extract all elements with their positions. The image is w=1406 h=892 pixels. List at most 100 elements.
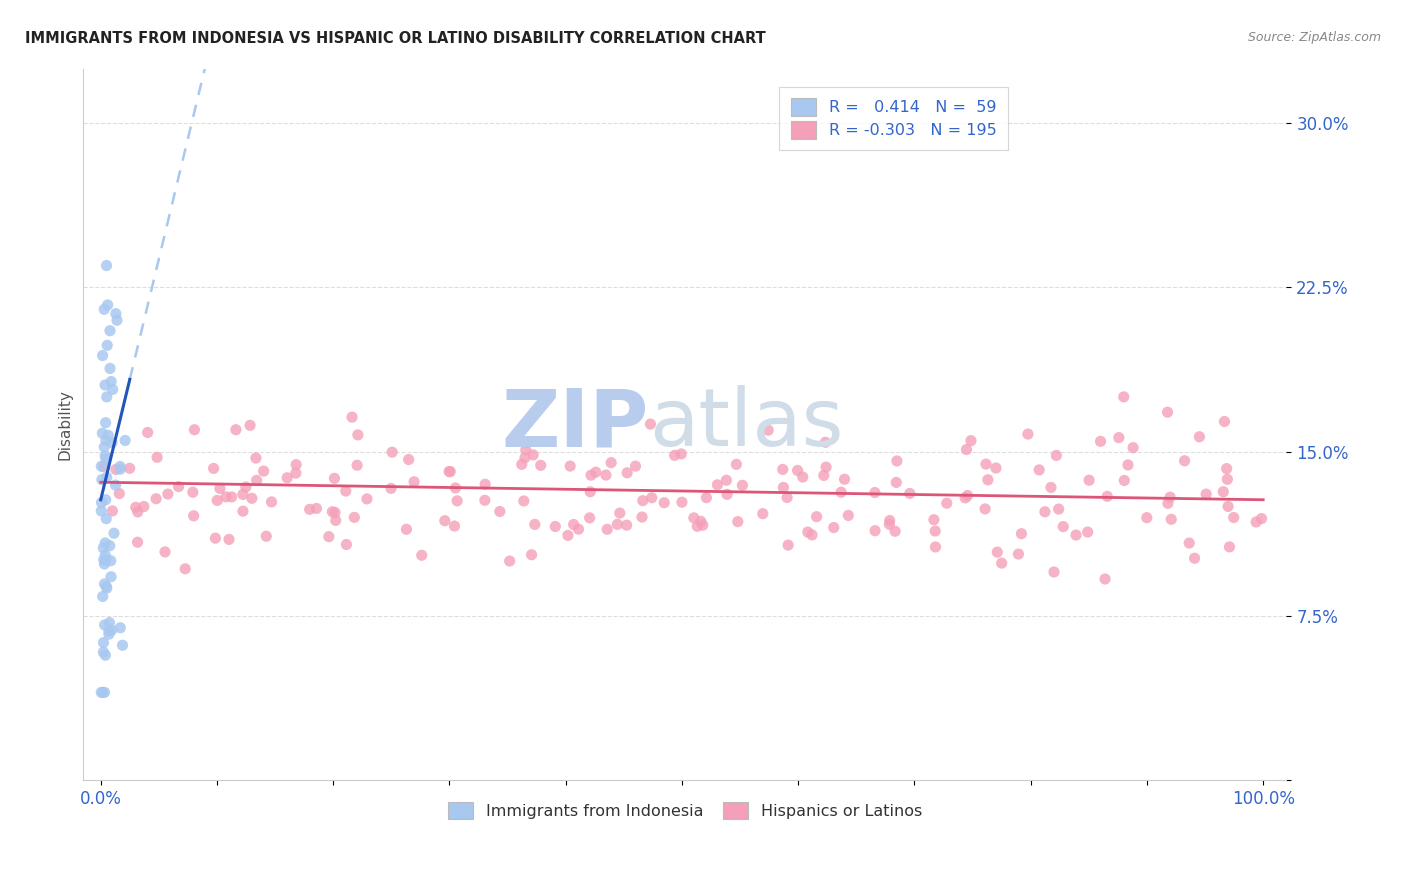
Point (98, 361, 121, 376)
Point (813, 468, 835, 483)
Point (1184, 551, 1206, 566)
Point (100, 554, 122, 568)
Point (1215, 461, 1237, 475)
Point (96, 580, 118, 594)
Point (340, 410, 363, 425)
Point (1114, 474, 1136, 488)
Point (433, 514, 456, 528)
Point (1010, 526, 1032, 541)
Point (91, 685, 114, 699)
Point (156, 487, 179, 501)
Point (530, 458, 553, 473)
Point (91, 541, 114, 555)
Point (346, 458, 368, 473)
Point (245, 451, 267, 466)
Point (1222, 510, 1244, 524)
Point (1077, 524, 1099, 539)
Point (990, 556, 1012, 570)
Point (94, 648, 117, 663)
Point (562, 517, 585, 532)
Point (202, 461, 225, 475)
Point (756, 423, 779, 437)
Point (727, 515, 749, 529)
Point (986, 545, 1008, 559)
Point (1178, 536, 1201, 550)
Point (110, 621, 132, 635)
Point (1097, 489, 1119, 503)
Point (91, 590, 114, 604)
Point (93, 553, 115, 567)
Point (1040, 480, 1063, 494)
Point (1045, 449, 1067, 463)
Point (560, 459, 582, 474)
Point (94, 553, 117, 567)
Point (96, 581, 118, 595)
Point (652, 496, 675, 510)
Point (335, 484, 357, 499)
Point (641, 491, 664, 505)
Point (922, 513, 945, 527)
Point (686, 519, 709, 533)
Point (93, 645, 115, 659)
Point (522, 448, 544, 462)
Point (93, 618, 115, 632)
Point (557, 528, 579, 542)
Point (488, 504, 510, 518)
Point (94, 416, 117, 430)
Point (1136, 510, 1159, 524)
Point (323, 471, 346, 485)
Point (725, 458, 748, 472)
Point (664, 448, 686, 462)
Point (1159, 490, 1181, 504)
Point (94, 492, 117, 507)
Point (100, 375, 122, 389)
Point (218, 533, 240, 547)
Point (837, 508, 859, 523)
Point (356, 491, 378, 506)
Point (174, 562, 197, 576)
Point (778, 538, 800, 552)
Point (1244, 515, 1267, 529)
Point (446, 493, 468, 508)
Point (93, 440, 115, 454)
Point (1108, 431, 1130, 445)
Point (1052, 519, 1074, 533)
Point (381, 445, 404, 459)
Point (1157, 496, 1180, 510)
Point (235, 480, 257, 494)
Point (98, 324, 121, 338)
Point (96, 338, 118, 352)
Point (1122, 441, 1144, 455)
Point (474, 493, 496, 508)
Point (776, 491, 799, 505)
Point (343, 510, 366, 524)
Point (323, 506, 346, 520)
Point (1156, 405, 1178, 419)
Point (1078, 473, 1101, 487)
Point (93, 685, 115, 699)
Point (752, 507, 775, 521)
Point (579, 484, 602, 499)
Point (225, 423, 247, 437)
Point (437, 465, 460, 479)
Point (640, 417, 662, 431)
Point (834, 472, 856, 486)
Point (716, 487, 738, 501)
Point (215, 490, 238, 504)
Point (1007, 547, 1029, 561)
Point (1064, 528, 1087, 542)
Point (153, 545, 176, 559)
Point (380, 481, 402, 495)
Point (955, 442, 977, 457)
Point (616, 518, 638, 533)
Point (325, 513, 347, 527)
Point (515, 435, 537, 450)
Point (104, 478, 127, 492)
Point (609, 506, 631, 520)
Point (1116, 458, 1139, 472)
Point (984, 461, 1007, 475)
Point (863, 485, 886, 500)
Point (786, 463, 808, 477)
Point (105, 313, 128, 327)
Point (127, 535, 149, 549)
